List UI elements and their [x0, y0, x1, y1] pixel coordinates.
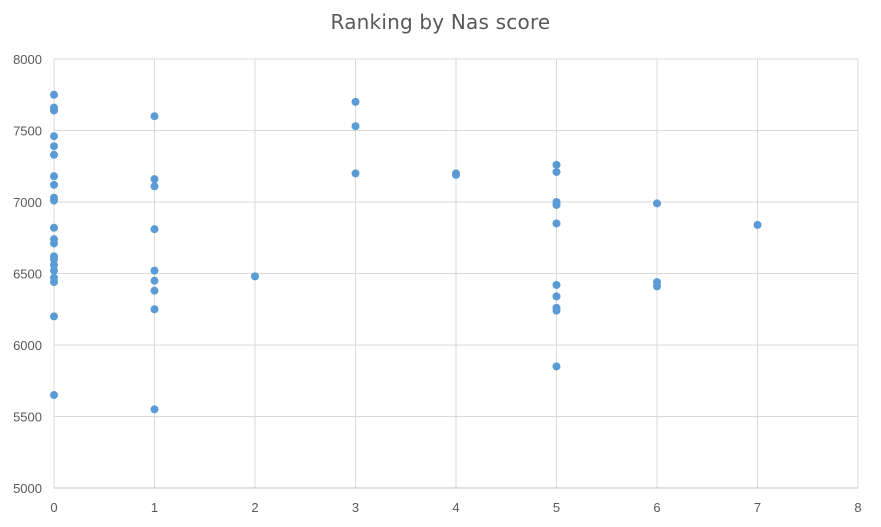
data-point	[150, 405, 159, 414]
data-point	[50, 266, 58, 275]
data-point	[50, 142, 58, 151]
chart-title: Ranking by Nas score	[330, 10, 551, 34]
tick-labels: 0 1 2 3 4 5 6 7 8 5000 5500 6000 6500 7000 7500 8000	[13, 52, 862, 515]
x-tick-label: 3	[352, 500, 359, 515]
y-tick-label: 6000	[13, 338, 42, 353]
y-tick-label: 5000	[13, 481, 42, 496]
data-point	[552, 219, 561, 228]
data-point	[150, 266, 159, 275]
data-point	[50, 278, 58, 287]
x-tick-label: 8	[854, 500, 861, 515]
data-point	[552, 306, 561, 315]
data-point	[50, 90, 58, 99]
x-tick-label: 1	[151, 500, 158, 515]
data-point	[50, 132, 58, 141]
data-point	[50, 260, 58, 269]
data-point	[150, 225, 159, 234]
data-point	[552, 280, 561, 289]
data-point	[50, 172, 58, 181]
data-point	[552, 292, 561, 301]
data-point	[653, 199, 661, 208]
grid-lines	[53, 58, 859, 489]
data-point	[552, 200, 561, 209]
data-point	[150, 276, 159, 285]
x-tick-label: 7	[754, 500, 761, 515]
data-point	[753, 220, 762, 229]
y-tick-label: 6500	[13, 267, 42, 282]
y-tick-label: 7000	[13, 195, 42, 210]
data-point	[552, 167, 561, 176]
data-point	[351, 122, 360, 131]
x-tick-label: 0	[50, 500, 57, 515]
data-point	[552, 160, 561, 169]
data-point	[50, 312, 58, 321]
data-point	[50, 223, 58, 232]
data-point	[150, 112, 159, 121]
data-point	[150, 182, 159, 191]
data-point	[150, 286, 159, 295]
data-point	[452, 170, 460, 179]
data-point	[653, 282, 661, 291]
data-point	[351, 97, 360, 106]
data-point	[50, 150, 58, 159]
y-tick-label: 5500	[13, 410, 42, 425]
y-tick-label: 8000	[13, 52, 42, 67]
data-point	[50, 239, 58, 248]
x-tick-label: 2	[251, 500, 258, 515]
data-point	[50, 180, 58, 189]
data-point	[50, 255, 58, 264]
data-point	[150, 305, 159, 314]
data-point	[552, 362, 561, 371]
data-point	[351, 169, 360, 178]
x-tick-label: 5	[553, 500, 560, 515]
data-point	[50, 391, 58, 400]
x-tick-label: 4	[452, 500, 459, 515]
x-tick-label: 6	[653, 500, 660, 515]
data-points	[50, 90, 762, 414]
data-point	[150, 175, 159, 184]
data-point	[251, 272, 259, 281]
y-tick-label: 7500	[13, 124, 42, 139]
data-point	[50, 106, 58, 115]
data-point	[50, 196, 58, 205]
